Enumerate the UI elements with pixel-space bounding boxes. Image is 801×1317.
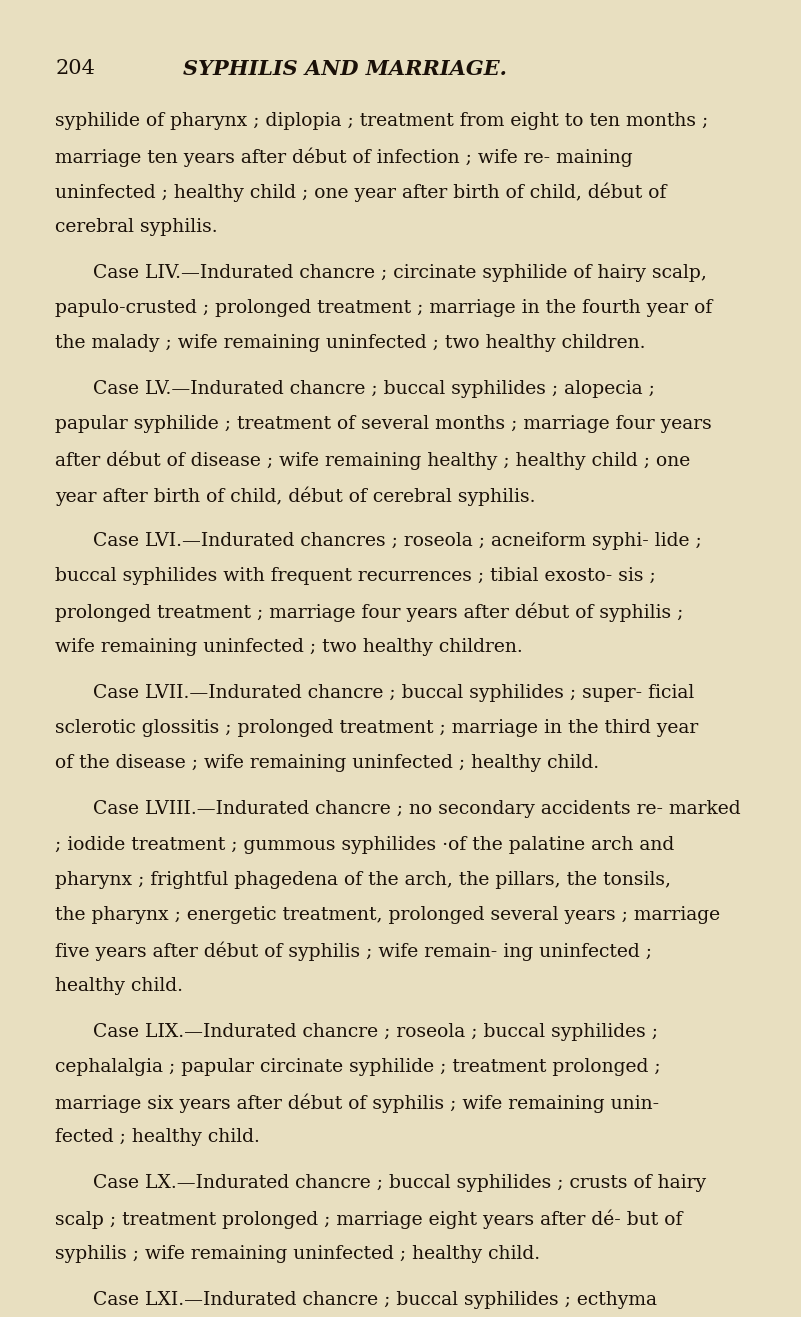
Text: the malady ; wife remaining uninfected ; two healthy children.: the malady ; wife remaining uninfected ;… — [55, 335, 646, 353]
Text: papular syphilide ; treatment of several months ; marriage four years: papular syphilide ; treatment of several… — [55, 415, 712, 433]
Text: ; iodide treatment ; gummous syphilides ·of the palatine arch and: ; iodide treatment ; gummous syphilides … — [55, 835, 674, 853]
Text: the pharynx ; energetic treatment, prolonged several years ; marriage: the pharynx ; energetic treatment, prolo… — [55, 906, 720, 925]
Text: sclerotic glossitis ; prolonged treatment ; marriage in the third year: sclerotic glossitis ; prolonged treatmen… — [55, 719, 698, 738]
Text: syphilide of pharynx ; diplopia ; treatment from eight to ten months ;: syphilide of pharynx ; diplopia ; treatm… — [55, 112, 708, 130]
Text: cephalalgia ; papular circinate syphilide ; treatment prolonged ;: cephalalgia ; papular circinate syphilid… — [55, 1058, 661, 1076]
Text: 204: 204 — [55, 59, 95, 78]
Text: SYPHILIS AND MARRIAGE.: SYPHILIS AND MARRIAGE. — [183, 59, 507, 79]
Text: of the disease ; wife remaining uninfected ; healthy child.: of the disease ; wife remaining uninfect… — [55, 755, 599, 772]
Text: uninfected ; healthy child ; one year after birth of child, début of: uninfected ; healthy child ; one year af… — [55, 183, 666, 202]
Text: Case LXI.—Indurated chancre ; buccal syphilides ; ecthyma: Case LXI.—Indurated chancre ; buccal syp… — [93, 1291, 657, 1309]
Text: Case LIX.—Indurated chancre ; roseola ; buccal syphilides ;: Case LIX.—Indurated chancre ; roseola ; … — [93, 1022, 658, 1040]
Text: healthy child.: healthy child. — [55, 977, 183, 994]
Text: marriage six years after début of syphilis ; wife remaining unin-: marriage six years after début of syphil… — [55, 1093, 659, 1113]
Text: year after birth of child, début of cerebral syphilis.: year after birth of child, début of cere… — [55, 486, 536, 506]
Text: marriage ten years after début of infection ; wife re- maining: marriage ten years after début of infect… — [55, 148, 633, 167]
Text: scalp ; treatment prolonged ; marriage eight years after dé- but of: scalp ; treatment prolonged ; marriage e… — [55, 1209, 682, 1229]
Text: papulo-crusted ; prolonged treatment ; marriage in the fourth year of: papulo-crusted ; prolonged treatment ; m… — [55, 299, 712, 317]
Text: wife remaining uninfected ; two healthy children.: wife remaining uninfected ; two healthy … — [55, 637, 523, 656]
Text: pharynx ; frightful phagedena of the arch, the pillars, the tonsils,: pharynx ; frightful phagedena of the arc… — [55, 871, 671, 889]
Text: fected ; healthy child.: fected ; healthy child. — [55, 1129, 260, 1147]
Text: buccal syphilides with frequent recurrences ; tibial exosto- sis ;: buccal syphilides with frequent recurren… — [55, 568, 656, 585]
Text: five years after début of syphilis ; wife remain- ing uninfected ;: five years after début of syphilis ; wif… — [55, 942, 652, 961]
Text: Case LVII.—Indurated chancre ; buccal syphilides ; super- ficial: Case LVII.—Indurated chancre ; buccal sy… — [93, 684, 694, 702]
Text: cerebral syphilis.: cerebral syphilis. — [55, 217, 218, 236]
Text: Case LVI.—Indurated chancres ; roseola ; acneiform syphi- lide ;: Case LVI.—Indurated chancres ; roseola ;… — [93, 532, 702, 551]
Text: Case LX.—Indurated chancre ; buccal syphilides ; crusts of hairy: Case LX.—Indurated chancre ; buccal syph… — [93, 1175, 706, 1192]
Text: after début of disease ; wife remaining healthy ; healthy child ; one: after début of disease ; wife remaining … — [55, 450, 690, 470]
Text: prolonged treatment ; marriage four years after début of syphilis ;: prolonged treatment ; marriage four year… — [55, 603, 683, 622]
Text: Case LVIII.—Indurated chancre ; no secondary accidents re- marked: Case LVIII.—Indurated chancre ; no secon… — [93, 801, 741, 818]
Text: Case LV.—Indurated chancre ; buccal syphilides ; alopecia ;: Case LV.—Indurated chancre ; buccal syph… — [93, 381, 655, 398]
Text: syphilis ; wife remaining uninfected ; healthy child.: syphilis ; wife remaining uninfected ; h… — [55, 1245, 541, 1263]
Text: Case LIV.—Indurated chancre ; circinate syphilide of hairy scalp,: Case LIV.—Indurated chancre ; circinate … — [93, 263, 707, 282]
